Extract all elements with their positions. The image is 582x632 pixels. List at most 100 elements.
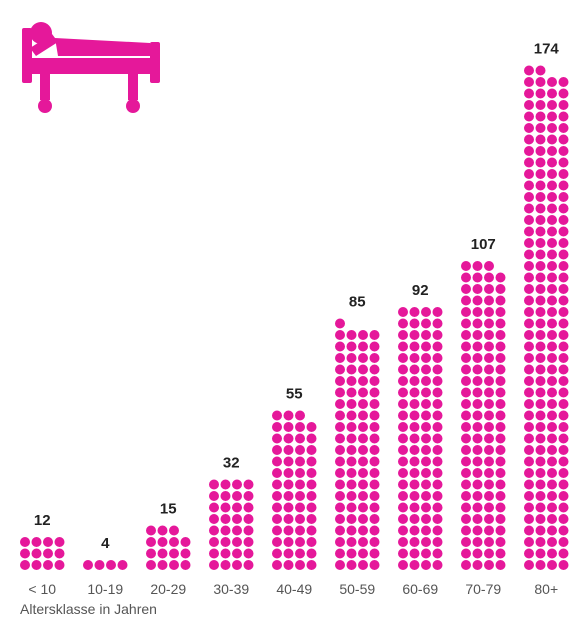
- data-dot: [558, 514, 569, 524]
- category-label: 60-69: [402, 581, 438, 597]
- value-label: 174: [534, 41, 560, 58]
- category-label: 40-49: [276, 581, 312, 597]
- data-dot: [358, 376, 368, 386]
- data-dot: [358, 456, 368, 467]
- data-dot: [547, 249, 557, 260]
- data-dot: [535, 514, 546, 524]
- data-dot: [484, 387, 494, 398]
- data-dot: [272, 514, 282, 524]
- data-dot: [369, 456, 380, 467]
- data-dot: [346, 399, 357, 409]
- data-dot: [495, 525, 506, 536]
- data-dot: [524, 111, 534, 122]
- data-dot: [535, 261, 546, 271]
- data-dot: [524, 330, 534, 340]
- data-dot: [398, 353, 408, 363]
- data-dot: [232, 560, 242, 570]
- data-dot: [283, 410, 294, 421]
- data-dot: [432, 525, 443, 536]
- data-dot: [535, 422, 546, 432]
- data-dot: [535, 307, 546, 317]
- data-dot: [524, 180, 534, 191]
- data-dot: [547, 330, 557, 340]
- data-dot: [146, 560, 156, 570]
- data-dot: [524, 445, 534, 455]
- data-dot: [220, 491, 231, 501]
- data-dot: [421, 537, 431, 547]
- data-dot: [558, 376, 569, 386]
- data-dot: [495, 399, 506, 409]
- data-dot: [346, 548, 357, 559]
- data-dot: [106, 560, 116, 570]
- data-dot: [535, 548, 546, 559]
- data-dot: [535, 203, 546, 214]
- value-label: 4: [101, 535, 110, 552]
- data-dot: [558, 180, 569, 191]
- data-dot: [535, 479, 546, 490]
- data-dot: [461, 284, 471, 294]
- data-dot: [547, 548, 557, 559]
- data-dot: [335, 468, 345, 478]
- data-dot: [461, 445, 471, 455]
- data-dot: [398, 537, 408, 547]
- data-dot: [398, 318, 408, 329]
- data-dot: [524, 238, 534, 248]
- x-axis-title: Altersklasse in Jahren: [20, 601, 157, 617]
- data-dot: [283, 456, 294, 467]
- data-dot: [524, 433, 534, 444]
- data-dot: [346, 330, 357, 340]
- data-dot: [461, 514, 471, 524]
- data-dot: [335, 399, 345, 409]
- data-dot: [295, 479, 305, 490]
- data-dot: [558, 445, 569, 455]
- data-dot: [146, 548, 156, 559]
- data-dot: [558, 537, 569, 547]
- data-dot: [535, 249, 546, 260]
- data-dot: [558, 341, 569, 352]
- data-dot: [535, 272, 546, 283]
- data-dot: [547, 387, 557, 398]
- data-dot: [472, 456, 483, 467]
- data-dot: [272, 422, 282, 432]
- value-label: 12: [34, 512, 51, 529]
- data-dot: [547, 456, 557, 467]
- data-dot: [484, 525, 494, 536]
- data-dot: [157, 548, 168, 559]
- data-dot: [157, 537, 168, 547]
- data-dot: [83, 560, 93, 570]
- data-dot: [432, 537, 443, 547]
- data-dot: [295, 560, 305, 570]
- data-dot: [524, 548, 534, 559]
- data-dot: [421, 353, 431, 363]
- data-dot: [524, 456, 534, 467]
- data-dot: [220, 502, 231, 513]
- data-dot: [524, 169, 534, 179]
- data-dot: [535, 376, 546, 386]
- data-dot: [558, 261, 569, 271]
- data-dot: [335, 410, 345, 421]
- data-dot: [398, 307, 408, 317]
- data-dot: [243, 514, 254, 524]
- data-dot: [295, 468, 305, 478]
- data-dot: [484, 479, 494, 490]
- data-dot: [358, 364, 368, 375]
- data-dot: [495, 330, 506, 340]
- data-dot: [209, 525, 219, 536]
- data-dot: [306, 560, 317, 570]
- data-dot: [369, 410, 380, 421]
- data-dot: [346, 491, 357, 501]
- data-dot: [472, 353, 483, 363]
- data-dot: [398, 433, 408, 444]
- data-dot: [421, 387, 431, 398]
- data-dot: [346, 456, 357, 467]
- data-dot: [535, 456, 546, 467]
- data-dot: [432, 318, 443, 329]
- data-dot: [295, 445, 305, 455]
- data-dot: [54, 537, 65, 547]
- data-dot: [547, 422, 557, 432]
- category-label: 20-29: [150, 581, 186, 597]
- data-dot: [472, 399, 483, 409]
- data-dot: [547, 215, 557, 225]
- data-dot: [558, 249, 569, 260]
- data-dot: [295, 514, 305, 524]
